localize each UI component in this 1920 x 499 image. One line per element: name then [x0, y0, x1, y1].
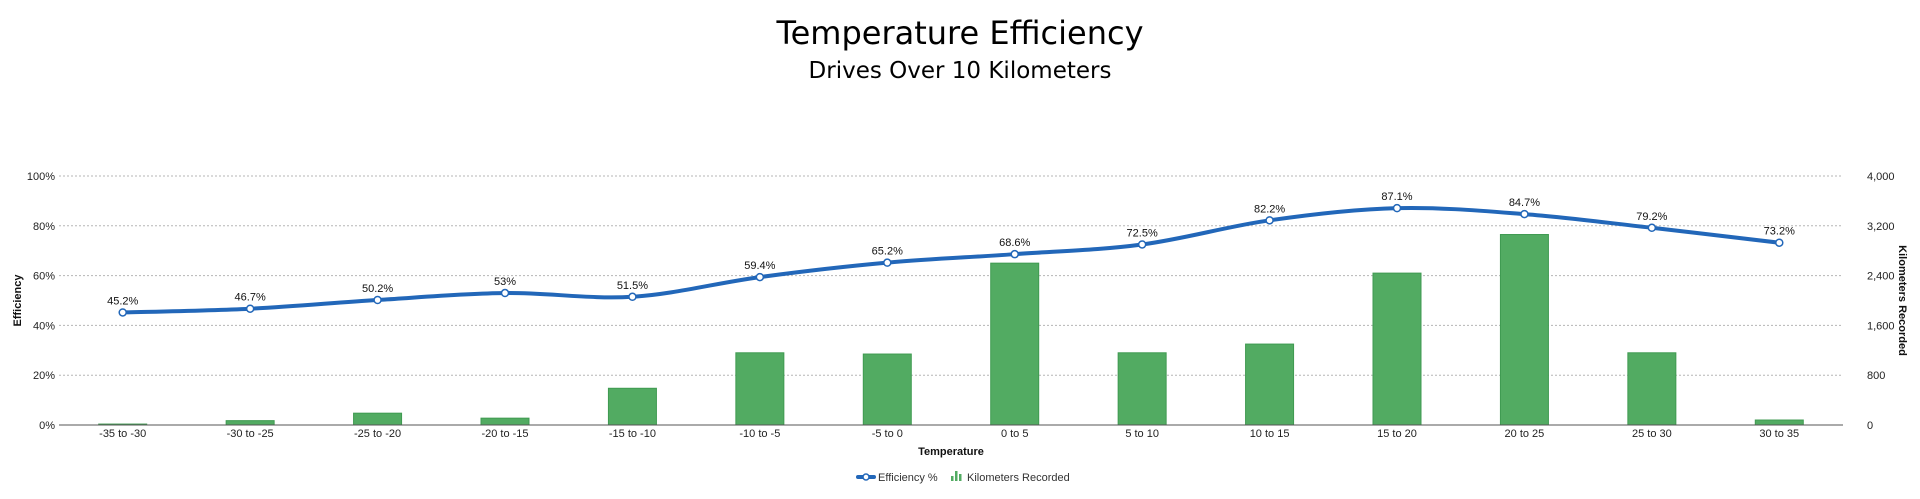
legend-bar-icon [955, 471, 958, 481]
efficiency-point [628, 292, 637, 302]
data-label: 65.2% [872, 246, 903, 258]
legend[interactable]: Efficiency % Kilometers Recorded [856, 471, 1070, 484]
x-tick-label: 5 to 10 [1125, 428, 1159, 440]
data-label: 45.2% [107, 295, 138, 307]
x-axis-title: Temperature [918, 446, 984, 458]
efficiency-point [755, 272, 765, 282]
bar [1499, 234, 1549, 426]
data-label: 68.6% [999, 237, 1030, 249]
legend-bar-icon [959, 474, 962, 481]
data-label: 72.5% [1127, 227, 1158, 239]
y-left-tick-label: 80% [33, 221, 55, 233]
bar [480, 417, 530, 426]
bar [353, 412, 403, 426]
y-left-axis-title: Efficiency [12, 274, 24, 327]
efficiency-point [245, 304, 255, 313]
bar [1245, 343, 1295, 426]
legend-bar-icon [951, 476, 954, 481]
x-tick-label: 10 to 15 [1250, 428, 1290, 440]
data-label: 46.7% [235, 292, 266, 304]
x-tick-label: -10 to -5 [739, 428, 780, 440]
y-right-tick-label: 800 [1867, 370, 1885, 382]
y-right-tick-label: 2,400 [1867, 271, 1895, 283]
efficiency-point [500, 288, 510, 298]
legend-point-icon [862, 473, 870, 481]
x-tick-label: 0 to 5 [1001, 428, 1029, 440]
data-label: 82.2% [1254, 203, 1285, 215]
efficiency-line [120, 205, 1782, 315]
x-tick-label: -25 to -20 [354, 428, 401, 440]
x-tick-label: 20 to 25 [1505, 428, 1545, 440]
data-label: 87.1% [1381, 191, 1412, 203]
bar [990, 262, 1040, 426]
data-label: 73.2% [1764, 226, 1795, 238]
efficiency-point [1775, 238, 1784, 247]
efficiency-point [1520, 209, 1529, 219]
bar [735, 352, 785, 426]
efficiency-point [1392, 203, 1402, 213]
data-label: 84.7% [1509, 197, 1540, 209]
y-right-tick-label: 1,600 [1867, 320, 1895, 332]
y-left-tick-label: 20% [33, 370, 55, 382]
chart-title: Temperature Efficiency [776, 14, 1144, 52]
x-tick-label: 30 to 35 [1759, 428, 1799, 440]
x-tick-label: 25 to 30 [1632, 428, 1672, 440]
x-tick-label: -15 to -10 [609, 428, 656, 440]
legend-label-kilometers: Kilometers Recorded [967, 472, 1070, 484]
data-label: 59.4% [744, 260, 775, 272]
bar [1372, 272, 1422, 426]
data-label: 79.2% [1636, 211, 1667, 223]
y-left-tick-label: 40% [33, 320, 55, 332]
x-tick-label: -20 to -15 [481, 428, 528, 440]
bar [225, 420, 275, 426]
y-right-tick-label: 0 [1867, 420, 1873, 432]
bar [1754, 419, 1804, 426]
x-tick-label: 15 to 20 [1377, 428, 1417, 440]
efficiency-point [373, 295, 382, 305]
efficiency-point [1647, 223, 1657, 233]
efficiency-point [883, 258, 892, 267]
bar [1117, 352, 1167, 426]
bar [862, 353, 912, 426]
efficiency-point [1265, 216, 1274, 225]
data-label: 53% [494, 276, 516, 288]
legend-label-efficiency: Efficiency % [878, 472, 938, 484]
bar [607, 387, 657, 426]
x-tick-label: -35 to -30 [99, 428, 146, 440]
chart-subtitle: Drives Over 10 Kilometers [808, 58, 1112, 84]
y-right-axis-title: Kilometers Recorded [1896, 245, 1908, 356]
y-right-tick-label: 3,200 [1867, 221, 1895, 233]
efficiency-point [118, 308, 127, 317]
efficiency-point [1137, 240, 1147, 249]
data-label: 50.2% [362, 283, 393, 295]
efficiency-point [1010, 249, 1019, 259]
y-left-tick-label: 60% [33, 271, 55, 283]
data-label: 51.5% [617, 280, 648, 292]
y-left-tick-label: 0% [39, 420, 55, 432]
x-tick-label: -30 to -25 [227, 428, 274, 440]
bar [1627, 352, 1677, 426]
x-tick-label: -5 to 0 [872, 428, 903, 440]
y-left-tick-label: 100% [27, 171, 55, 183]
y-right-tick-label: 4,000 [1867, 171, 1895, 183]
